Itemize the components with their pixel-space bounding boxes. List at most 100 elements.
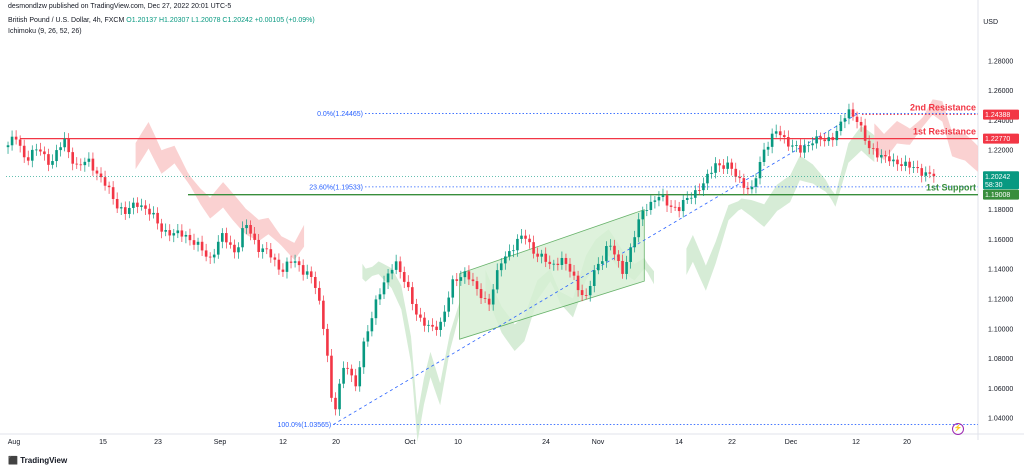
candle-body-7 — [35, 149, 38, 151]
candle-body-136 — [556, 263, 560, 265]
candle-body-81 — [334, 397, 337, 410]
y-tick-label-11: 1.06000 — [988, 386, 1013, 393]
candle-body-160 — [653, 200, 657, 202]
candle-body-119 — [487, 298, 491, 305]
ohlc-values: O1.20137 H1.20307 L1.20078 C1.20242 +0.0… — [126, 17, 315, 24]
lightning-icon[interactable]: ⚡ — [952, 423, 964, 435]
candle-body-226 — [920, 168, 924, 176]
candle-body-105 — [431, 324, 434, 327]
candle-body-212 — [863, 125, 867, 141]
candle-body-168 — [685, 197, 689, 200]
level-price-label-1: 1.22770 — [985, 136, 1010, 143]
candle-body-199 — [811, 143, 814, 146]
x-tick-label-10: 14 — [675, 439, 683, 446]
currency-label: USD — [983, 19, 998, 26]
candle-body-57 — [237, 247, 240, 253]
ichimoku-cloud-band-4 — [874, 99, 978, 172]
candle-body-153 — [625, 261, 628, 274]
candle-body-174 — [710, 172, 713, 174]
candle-body-55 — [229, 242, 232, 245]
symbol-name[interactable]: British Pound / U.S. Dollar, 4h, FXCM — [8, 17, 125, 24]
annotation-1: 1st Resistance — [913, 127, 976, 137]
candle-body-2 — [14, 136, 18, 140]
candle-body-20 — [87, 158, 91, 162]
x-tick-label-2: 23 — [154, 439, 162, 446]
candle-body-13 — [59, 147, 62, 151]
candle-body-220 — [896, 159, 899, 165]
candle-body-69 — [285, 261, 289, 272]
candle-body-172 — [702, 183, 705, 191]
y-tick-label-5: 1.18000 — [988, 207, 1013, 214]
candle-body-207 — [843, 118, 847, 122]
candle-body-22 — [95, 170, 99, 174]
candle-body-190 — [774, 131, 778, 134]
candle-body-175 — [714, 163, 717, 173]
candle-body-215 — [875, 148, 879, 158]
candle-body-164 — [669, 205, 673, 207]
candle-body-192 — [782, 135, 786, 138]
candle-body-61 — [253, 233, 256, 240]
candle-body-139 — [568, 263, 572, 272]
candle-body-147 — [601, 261, 604, 264]
candle-body-167 — [681, 199, 685, 212]
candle-body-37 — [156, 212, 159, 224]
candle-body-24 — [103, 177, 107, 186]
x-tick-label-12: Dec — [785, 439, 798, 446]
candle-body-47 — [196, 241, 200, 245]
fib-level-label-1: 23.60%(1.19533) — [309, 184, 363, 191]
candle-body-127 — [520, 235, 523, 239]
candle-body-154 — [629, 247, 632, 262]
indicator-label[interactable]: Ichimoku (9, 26, 52, 26) — [8, 28, 82, 35]
candle-body-84 — [346, 367, 349, 369]
candle-body-171 — [698, 190, 701, 191]
candle-body-126 — [516, 238, 519, 251]
candle-body-60 — [249, 225, 252, 234]
symbol-line: British Pound / U.S. Dollar, 4h, FXCM O1… — [8, 17, 315, 24]
candle-body-162 — [661, 195, 665, 197]
candle-body-65 — [269, 249, 273, 258]
candle-body-195 — [795, 145, 798, 146]
candle-countdown-label: 58:30 — [985, 182, 1003, 189]
candle-body-68 — [281, 269, 285, 272]
y-tick-label-1: 1.26000 — [988, 88, 1013, 95]
candle-body-82 — [338, 383, 341, 410]
candle-body-229 — [932, 173, 936, 177]
x-tick-label-13: 12 — [852, 439, 860, 446]
candle-body-38 — [160, 223, 163, 232]
x-tick-label-4: 12 — [279, 439, 287, 446]
candle-body-49 — [204, 250, 208, 257]
tradingview-logo: ⬛ TradingView — [8, 456, 67, 465]
candle-body-34 — [144, 205, 147, 209]
candle-body-140 — [572, 271, 576, 276]
y-tick-label-12: 1.04000 — [988, 416, 1013, 423]
candle-body-120 — [491, 289, 495, 305]
x-tick-label-1: 15 — [99, 439, 107, 446]
candle-body-180 — [734, 168, 738, 177]
candle-body-150 — [613, 245, 616, 255]
candle-body-225 — [916, 167, 919, 169]
candle-body-223 — [908, 161, 911, 168]
candle-body-122 — [499, 263, 503, 271]
candle-body-132 — [540, 253, 543, 257]
level-price-tag-2 — [983, 189, 1019, 200]
candle-body-19 — [83, 161, 87, 166]
candle-body-72 — [297, 261, 301, 266]
candle-body-79 — [326, 328, 329, 356]
candle-body-156 — [637, 219, 641, 238]
candle-body-35 — [148, 208, 151, 215]
candle-body-36 — [152, 212, 155, 215]
candle-body-121 — [495, 270, 499, 290]
candle-body-100 — [411, 287, 414, 304]
candle-body-201 — [819, 136, 822, 140]
candle-body-143 — [584, 295, 588, 296]
candle-body-200 — [815, 136, 818, 144]
current-price-label: 1.20242 — [985, 174, 1010, 181]
candle-body-29 — [123, 207, 127, 214]
candle-body-123 — [504, 256, 507, 264]
candle-body-95 — [390, 269, 394, 274]
candle-body-181 — [738, 176, 742, 179]
y-tick-label-8: 1.12000 — [988, 296, 1013, 303]
candle-body-85 — [350, 368, 353, 376]
candle-body-113 — [463, 271, 467, 278]
